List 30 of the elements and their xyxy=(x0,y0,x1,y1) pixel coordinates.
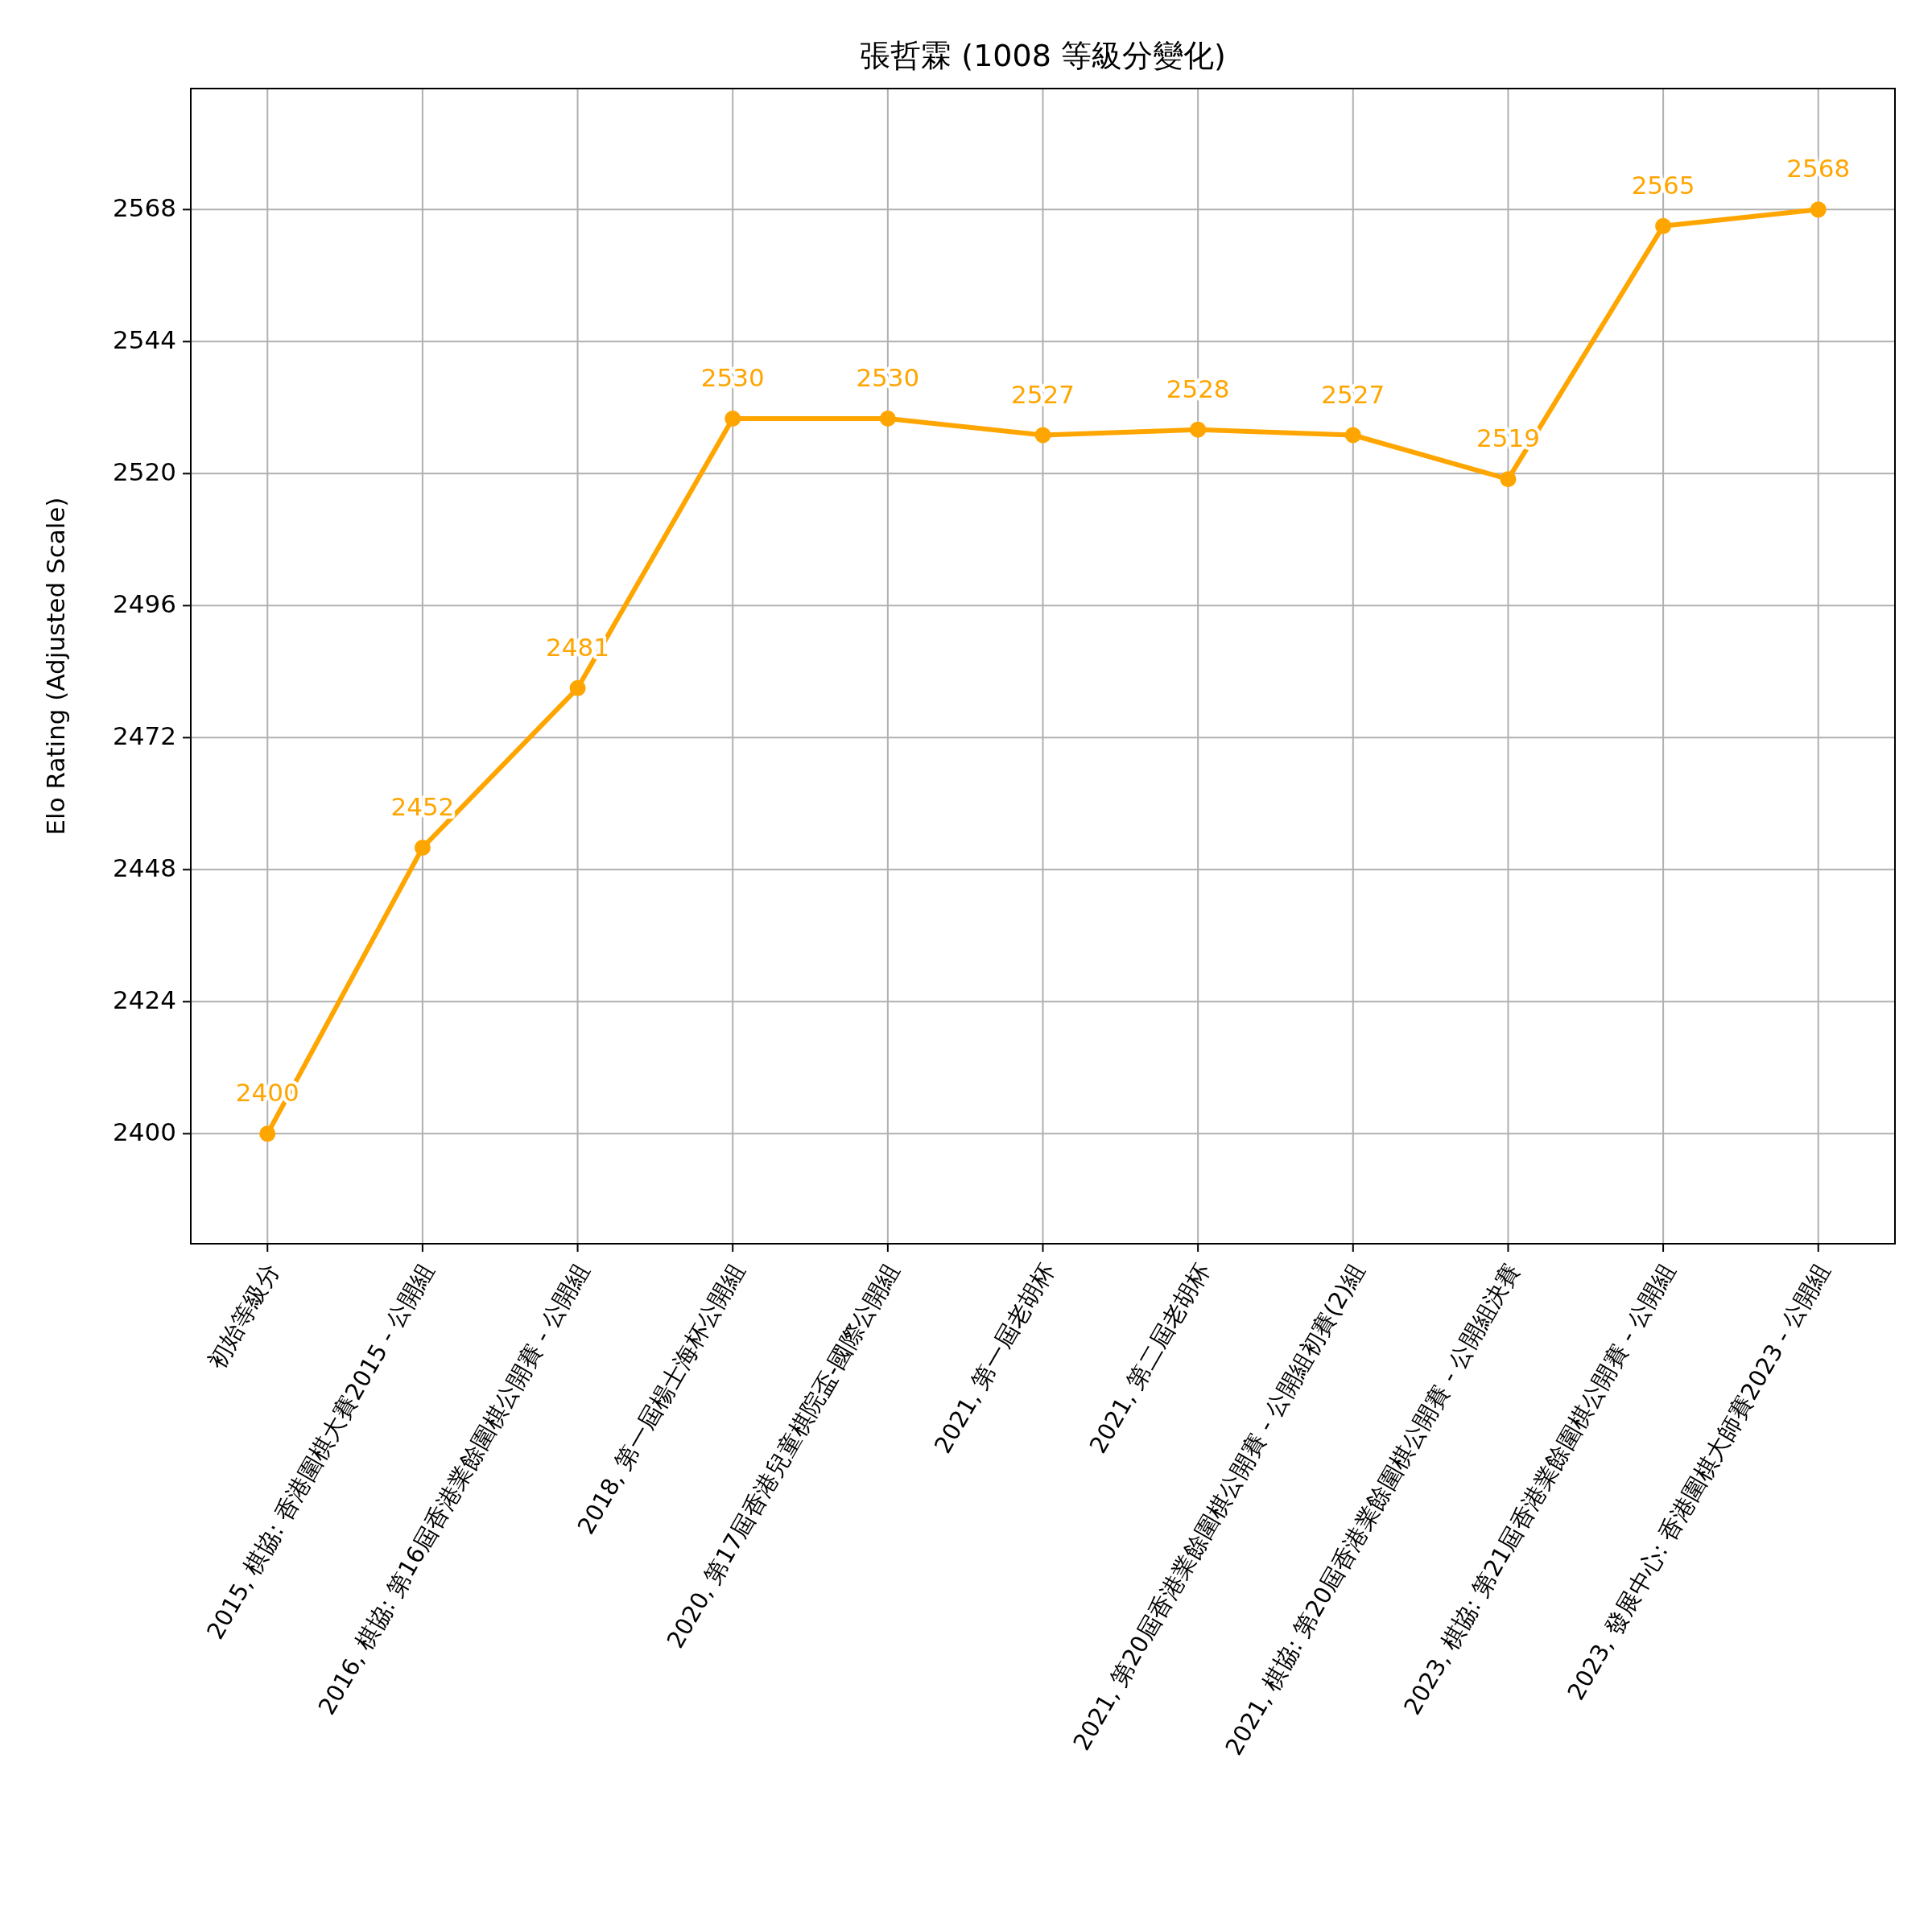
y-tick-label: 2568 xyxy=(113,192,176,222)
data-label: 2530 xyxy=(856,363,920,392)
point xyxy=(1190,421,1207,438)
y-axis-title: Elo Rating (Adjusted Scale) xyxy=(41,497,70,836)
point xyxy=(1500,471,1517,488)
point xyxy=(569,679,586,696)
point xyxy=(414,840,431,856)
y-tick-label: 2400 xyxy=(113,1117,176,1146)
point xyxy=(259,1125,276,1142)
point xyxy=(1344,427,1361,444)
point xyxy=(724,411,741,427)
point xyxy=(1655,217,1672,234)
y-tick-label: 2448 xyxy=(113,852,176,882)
data-label: 2528 xyxy=(1166,374,1230,403)
chart-title: 張哲霖 (1008 等級分變化) xyxy=(860,38,1226,73)
data-label: 2452 xyxy=(390,792,455,821)
y-tick-label: 2424 xyxy=(113,985,176,1014)
y-tick-label: 2472 xyxy=(113,720,176,750)
y-tick-label: 2544 xyxy=(113,324,176,354)
point xyxy=(879,411,896,427)
data-label: 2565 xyxy=(1631,170,1695,200)
y-tick-label: 2520 xyxy=(113,456,176,486)
data-label: 2527 xyxy=(1011,379,1075,409)
point xyxy=(1034,427,1051,444)
y-tick-label: 2496 xyxy=(113,588,176,618)
data-label: 2568 xyxy=(1786,154,1851,184)
point xyxy=(1810,201,1827,218)
x-tick-label: 初始等級分 xyxy=(202,1258,285,1374)
data-label: 2530 xyxy=(700,363,765,392)
data-label: 2527 xyxy=(1321,379,1385,409)
